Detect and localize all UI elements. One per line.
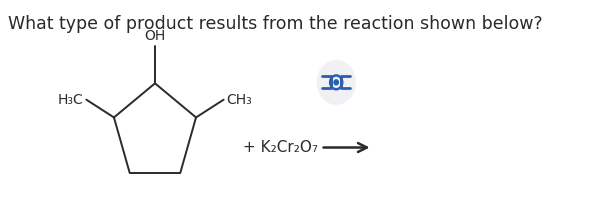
Text: What type of product results from the reaction shown below?: What type of product results from the re… [8,15,543,33]
Circle shape [317,61,355,104]
Text: H₃C: H₃C [58,93,84,107]
Circle shape [334,80,339,85]
Text: CH₃: CH₃ [226,93,252,107]
Text: + K₂Cr₂O₇: + K₂Cr₂O₇ [243,140,318,155]
Text: OH: OH [144,29,166,43]
